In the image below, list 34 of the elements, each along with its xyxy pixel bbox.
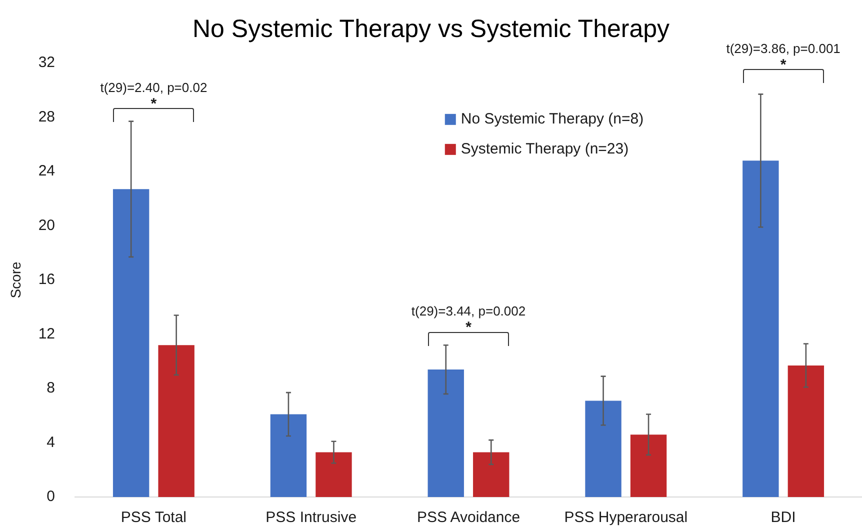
y-tick-label: 16 (38, 271, 55, 288)
annotation: t(29)=2.40, p=0.02 (100, 80, 208, 95)
x-tick-label: PSS Hyperarousal (564, 509, 688, 526)
bar (788, 365, 824, 497)
bar (630, 434, 667, 497)
bar (742, 160, 779, 497)
bar (473, 452, 510, 497)
y-tick-label: 20 (38, 216, 55, 234)
y-axis-title: Score (7, 262, 24, 298)
x-tick-label: PSS Total (120, 509, 187, 526)
y-tick-label: 8 (46, 380, 55, 397)
text: t(29)=3.86, p=0.001 (726, 40, 840, 56)
x-tick-label: BDI (770, 509, 796, 526)
bar (270, 414, 307, 497)
y-tick-label: 28 (38, 108, 55, 126)
y-tick-label: 4 (46, 434, 55, 451)
annotation: * (150, 95, 157, 112)
annotation: * (780, 56, 786, 74)
legend-label: Systemic Therapy (n=23) (460, 140, 629, 158)
y-tick-label: 32 (38, 54, 55, 72)
bar (428, 370, 464, 497)
bar (585, 400, 622, 497)
bar (112, 189, 150, 497)
bar (316, 452, 352, 497)
x-tick-label: PSS Avoidance (416, 509, 520, 526)
y-tick-label: 12 (38, 325, 55, 342)
x-tick-label: PSS Intrusive (266, 509, 357, 526)
y-tick-label: 0 (46, 488, 55, 506)
bar (158, 345, 194, 497)
annotation: t(29)=3.44, p=0.002 (411, 304, 526, 319)
legend-label: No Systemic Therapy (n=8) (460, 110, 644, 128)
y-tick-label: 24 (38, 162, 55, 180)
chart-title: No Systemic Therapy vs Systemic Therapy (192, 14, 670, 43)
annotation: * (466, 319, 472, 336)
